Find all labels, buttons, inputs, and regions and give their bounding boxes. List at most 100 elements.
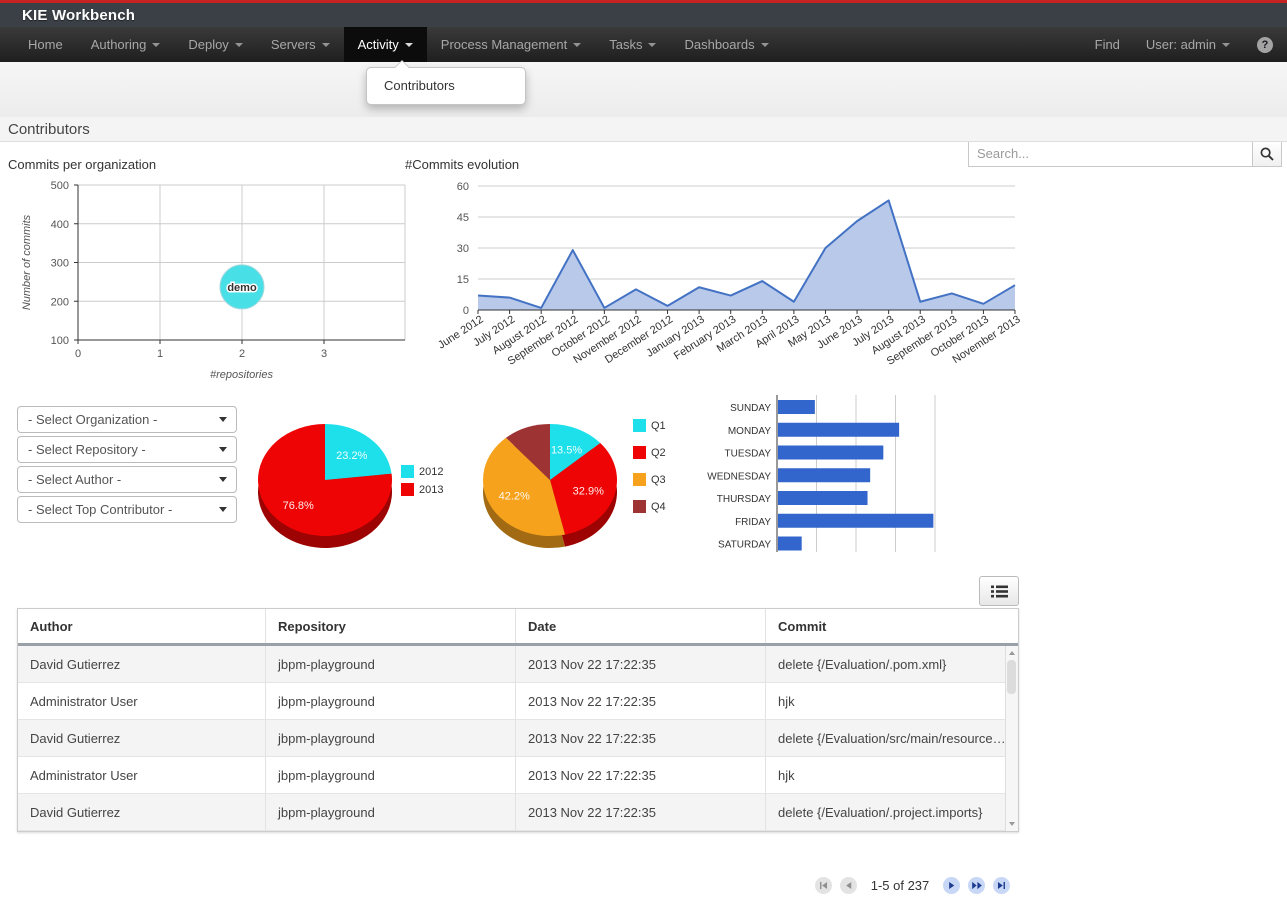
- table-row[interactable]: David Gutierrez jbpm-playground 2013 Nov 2…: [18, 646, 1018, 683]
- nav-user-label: User: admin: [1145, 37, 1216, 52]
- table-row[interactable]: Administrator User jbpm-playground 2013 No…: [18, 757, 1018, 794]
- first-page-icon: [819, 881, 827, 889]
- chevron-down-icon: [760, 42, 769, 47]
- first-page-button[interactable]: [814, 876, 832, 894]
- filter-selects: - Select Organization - - Select Reposito…: [17, 406, 237, 526]
- nav-item-label: Tasks: [609, 37, 643, 52]
- svg-text:demo: demo: [227, 282, 257, 294]
- pagination: 1-5 of 237: [805, 874, 1020, 896]
- svg-text:0: 0: [463, 305, 469, 317]
- column-header-repository[interactable]: Repository: [266, 609, 516, 643]
- table-cell: David Gutierrez: [18, 720, 266, 756]
- svg-text:500: 500: [51, 180, 69, 192]
- legend-label: Q4: [651, 500, 666, 513]
- nav-item-process-management[interactable]: Process Management: [427, 27, 595, 62]
- legend-item-2012: 2012: [401, 465, 443, 478]
- table-row[interactable]: Administrator User jbpm-playground 2013 No…: [18, 683, 1018, 720]
- search-button[interactable]: [1253, 140, 1282, 167]
- scroll-down-icon[interactable]: [1009, 822, 1015, 826]
- nav-item-deploy[interactable]: Deploy: [174, 27, 256, 62]
- svg-text:100: 100: [51, 335, 69, 347]
- chevron-down-icon: [321, 42, 330, 47]
- svg-text:15: 15: [457, 274, 469, 286]
- column-header-author[interactable]: Author: [18, 609, 266, 643]
- svg-text:400: 400: [51, 219, 69, 231]
- list-view-button[interactable]: [979, 576, 1019, 606]
- legend-label: Q1: [651, 419, 666, 432]
- svg-text:60: 60: [457, 181, 469, 193]
- last-page-button[interactable]: [993, 876, 1011, 894]
- dropdown-arrow-icon: [395, 61, 409, 68]
- chevron-down-icon: [219, 507, 227, 512]
- table-cell: jbpm-playground: [266, 757, 516, 793]
- nav-find[interactable]: Find: [1094, 37, 1120, 52]
- fast-forward-button[interactable]: [968, 876, 986, 894]
- nav-item-tasks[interactable]: Tasks: [595, 27, 670, 62]
- chevron-down-icon: [152, 42, 161, 47]
- legend-swatch: [633, 446, 646, 459]
- nav-item-authoring[interactable]: Authoring: [77, 27, 175, 62]
- column-header-date[interactable]: Date: [516, 609, 766, 643]
- nav-item-label: Authoring: [90, 37, 147, 52]
- help-icon[interactable]: ?: [1257, 36, 1273, 53]
- legend-item-q1: Q1: [633, 419, 666, 432]
- previous-page-button[interactable]: [839, 876, 857, 894]
- nav-item-label: Dashboards: [684, 37, 755, 52]
- nav-item-home[interactable]: Home: [14, 27, 77, 62]
- select-repository-select[interactable]: - Select Repository -: [17, 436, 237, 463]
- svg-text:SATURDAY: SATURDAY: [718, 540, 771, 551]
- nav-item-servers[interactable]: Servers: [257, 27, 344, 62]
- select-top-contributor-select[interactable]: - Select Top Contributor -: [17, 496, 237, 523]
- legend-item-q2: Q2: [633, 446, 666, 459]
- svg-text:300: 300: [51, 258, 69, 270]
- svg-text:WEDNESDAY: WEDNESDAY: [707, 471, 771, 482]
- nav-item-label: Servers: [270, 37, 316, 52]
- svg-text:MONDAY: MONDAY: [728, 426, 771, 437]
- nav-item-activity[interactable]: Activity: [343, 27, 427, 62]
- svg-text:32.9%: 32.9%: [573, 485, 604, 497]
- select-value: - Select Organization -: [28, 412, 158, 427]
- select-value: - Select Top Contributor -: [28, 502, 173, 517]
- nav-right: Find User: admin ?: [1082, 27, 1273, 62]
- select-value: - Select Author -: [28, 472, 122, 487]
- select-value: - Select Repository -: [28, 442, 146, 457]
- main-navbar: Home Authoring Deploy Servers Activity Proces…: [0, 27, 1287, 62]
- select-author-select[interactable]: - Select Author -: [17, 466, 237, 493]
- svg-text:2: 2: [239, 348, 245, 360]
- previous-page-icon: [845, 881, 851, 889]
- table-scrollbar[interactable]: [1005, 646, 1018, 831]
- table-body: David Gutierrez jbpm-playground 2013 Nov 2…: [18, 646, 1018, 831]
- activity-dropdown-menu: Contributors: [366, 60, 526, 105]
- commits-table: Author Repository Date Commit David Gutierr…: [17, 608, 1019, 832]
- svg-text:13.5%: 13.5%: [551, 444, 582, 456]
- chevron-down-icon: [234, 42, 243, 47]
- nav-user-menu[interactable]: User: admin: [1133, 37, 1243, 52]
- table-header-row: Author Repository Date Commit: [18, 609, 1018, 646]
- svg-text:0: 0: [75, 348, 81, 360]
- svg-text:200: 200: [51, 296, 69, 308]
- table-cell: 2013 Nov 22 17:22:35: [516, 646, 766, 682]
- table-row[interactable]: David Gutierrez jbpm-playground 2013 Nov 2…: [18, 794, 1018, 831]
- search-input[interactable]: [968, 140, 1253, 167]
- table-cell: jbpm-playground: [266, 720, 516, 756]
- year-pie-legend: 2012 2013: [401, 465, 443, 501]
- table-cell: Administrator User: [18, 683, 266, 719]
- table-cell: jbpm-playground: [266, 646, 516, 682]
- scroll-up-icon[interactable]: [1009, 651, 1015, 655]
- quarter-pie-legend: Q1 Q2 Q3 Q4: [633, 419, 666, 527]
- legend-item-q4: Q4: [633, 500, 666, 513]
- table-row[interactable]: David Gutierrez jbpm-playground 2013 Nov 2…: [18, 720, 1018, 757]
- legend-swatch: [401, 465, 414, 478]
- nav-item-dashboards[interactable]: Dashboards: [670, 27, 782, 62]
- bubble-chart-title: Commits per organization: [8, 157, 157, 172]
- brand-bar: KIE Workbench: [0, 3, 1287, 27]
- svg-text:1: 1: [157, 348, 163, 360]
- menu-item-contributors[interactable]: Contributors: [384, 78, 455, 93]
- svg-text:FRIDAY: FRIDAY: [735, 517, 771, 528]
- next-page-button[interactable]: [943, 876, 961, 894]
- select-organization-select[interactable]: - Select Organization -: [17, 406, 237, 433]
- scrollbar-thumb[interactable]: [1007, 660, 1016, 694]
- chevron-down-icon: [219, 447, 227, 452]
- column-header-commit[interactable]: Commit: [778, 618, 827, 634]
- legend-label: Q2: [651, 446, 666, 459]
